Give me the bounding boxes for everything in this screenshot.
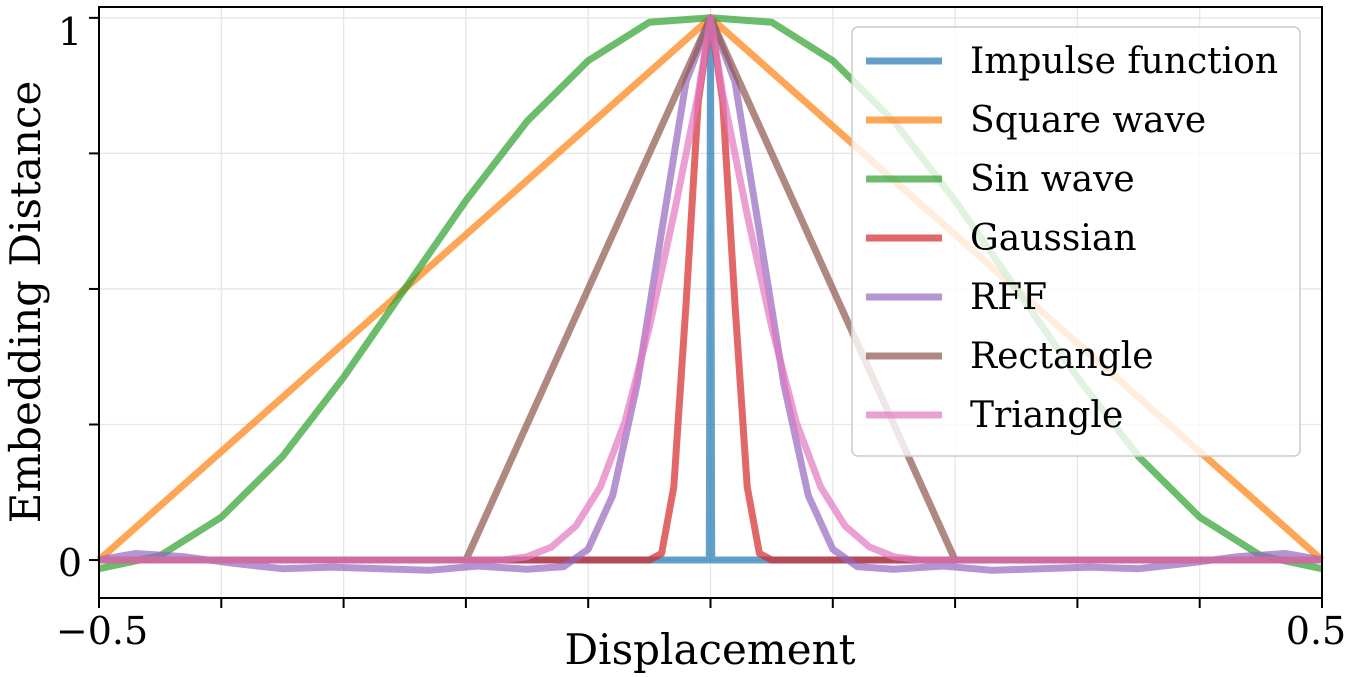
- x-tick-label-min: −0.5: [56, 609, 148, 653]
- legend-label-6: Triangle: [970, 395, 1123, 436]
- plot-series: [96, 14, 1325, 574]
- series-line-6: [99, 14, 1322, 564]
- legend-label-1: Square wave: [970, 100, 1206, 141]
- legend: Impulse function Square wave Sin wave Gauss…: [851, 26, 1301, 457]
- legend-label-3: Gaussian: [970, 218, 1137, 259]
- y-tick-label-zero: 0: [58, 541, 82, 585]
- legend-box: [851, 26, 1301, 457]
- x-tick-label-max: 0.5: [1286, 609, 1346, 653]
- legend-label-4: RFF: [970, 277, 1047, 318]
- legend-label-5: Rectangle: [970, 336, 1154, 377]
- axis-ticks: [89, 16, 1323, 608]
- legend-label-2: Sin wave: [970, 159, 1135, 200]
- legend-label-0: Impulse function: [970, 41, 1278, 82]
- y-axis-label: Embedding Distance: [1, 81, 50, 524]
- y-tick-label-one: 1: [58, 10, 82, 54]
- x-axis-label: Displacement: [564, 625, 855, 674]
